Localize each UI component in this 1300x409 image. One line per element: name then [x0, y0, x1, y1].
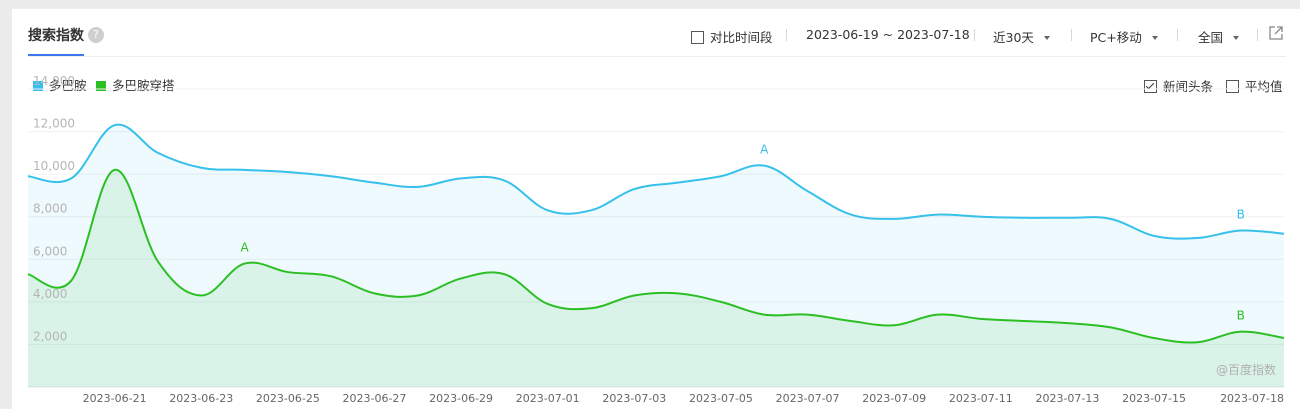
x-tick-label: 2023-06-29: [429, 392, 493, 405]
series-lines: [27, 123, 1285, 344]
period-select[interactable]: 近30天: [993, 27, 1050, 46]
compare-checkbox[interactable]: [691, 31, 704, 44]
watermark: @百度指数: [1216, 362, 1276, 377]
period-value: 近30天: [993, 30, 1034, 45]
series-line-1: [27, 123, 1285, 240]
average-label: 平均值: [1245, 79, 1283, 94]
y-tick-label: 2,000: [33, 329, 67, 343]
x-tick-label: 2023-07-01: [516, 392, 580, 405]
news-checkbox[interactable]: [1144, 80, 1157, 93]
series-line-2: [27, 168, 1285, 344]
average-checkbox[interactable]: [1226, 80, 1239, 93]
divider: [1071, 29, 1072, 41]
compare-label: 对比时间段: [710, 30, 773, 45]
series-area-1: [28, 124, 1284, 387]
x-axis: 2023-06-21 2023-06-23 2023-06-25 2023-06-27…: [83, 392, 1284, 405]
x-tick-label: 2023-06-27: [343, 392, 407, 405]
x-tick-label: 2023-07-15: [1122, 392, 1186, 405]
date-range-picker[interactable]: 2023-06-19 ~ 2023-07-18: [806, 27, 970, 42]
x-tick-label: 2023-07-09: [862, 392, 926, 405]
x-tick-label: 2023-07-03: [602, 392, 666, 405]
news-markers: A B A B: [240, 143, 1244, 323]
x-tick-label: 2023-07-05: [689, 392, 753, 405]
x-tick-label: 2023-07-13: [1035, 392, 1099, 405]
grid-lines: [28, 88, 1284, 388]
region-select[interactable]: 全国: [1198, 27, 1240, 46]
tab-search-index[interactable]: 搜索指数: [28, 28, 84, 44]
caret-down-icon: [1043, 36, 1050, 40]
divider: [786, 29, 787, 41]
news-marker-B: B: [1237, 208, 1245, 222]
divider: [1177, 29, 1178, 41]
news-marker-A: A: [240, 241, 249, 255]
divider: [1257, 29, 1258, 41]
news-marker-B: B: [1237, 309, 1245, 323]
y-tick-label: 10,000: [33, 159, 75, 173]
series-areas: [28, 124, 1284, 387]
search-index-panel: [12, 9, 1300, 409]
x-tick-label: 2023-07-18: [1220, 392, 1284, 405]
compare-period-toggle[interactable]: 对比时间段: [691, 27, 773, 46]
x-tick-label: 2023-06-21: [83, 392, 147, 405]
news-toggle[interactable]: 新闻头条: [1144, 76, 1213, 95]
legend-swatch: [33, 81, 43, 91]
device-select[interactable]: PC+移动: [1090, 27, 1158, 46]
news-marker-A: A: [760, 143, 769, 157]
y-tick-label: 8,000: [33, 202, 67, 216]
tab-active-underline: [28, 54, 84, 56]
x-tick-label: 2023-07-07: [776, 392, 840, 405]
x-tick-label: 2023-06-23: [169, 392, 233, 405]
series-area-2: [28, 169, 1284, 387]
legend-swatch: [96, 81, 106, 91]
average-toggle[interactable]: 平均值: [1226, 76, 1283, 95]
y-axis: 2,000 4,000 6,000 8,000 10,000 12,000 14,000: [33, 74, 75, 343]
caret-down-icon: [1151, 36, 1158, 40]
x-tick-label: 2023-07-11: [949, 392, 1013, 405]
y-tick-label: 14,000: [33, 74, 75, 88]
export-icon[interactable]: [1269, 26, 1283, 40]
y-tick-label: 4,000: [33, 287, 67, 301]
y-tick-label: 12,000: [33, 117, 75, 131]
region-value: 全国: [1198, 30, 1224, 45]
news-label: 新闻头条: [1163, 79, 1214, 94]
caret-down-icon: [1233, 36, 1240, 40]
x-tick-label: 2023-06-25: [256, 392, 320, 405]
header-divider: [28, 56, 1286, 57]
device-value: PC+移动: [1090, 30, 1142, 45]
y-tick-label: 6,000: [33, 244, 67, 258]
help-icon[interactable]: ?: [88, 27, 104, 43]
divider: [974, 29, 975, 41]
